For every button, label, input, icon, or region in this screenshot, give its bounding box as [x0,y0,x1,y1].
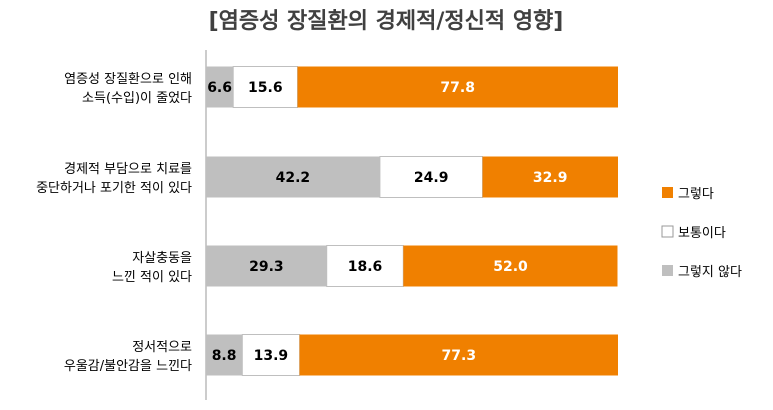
category-label: 자살충동을 느낀 적이 있다 [112,251,192,285]
bar-segment [206,156,380,198]
bar-segment [206,245,327,287]
bar-value-label: 77.8 [440,80,475,96]
bar-segment [241,334,301,376]
bar-value-label: 77.3 [442,348,477,364]
bar-value-label: 15.6 [248,80,283,96]
bar-value-label: 8.8 [212,348,237,364]
bar-segment [299,334,618,376]
bar-value-label: 29.3 [249,259,284,275]
legend-label: 그렇다 [678,187,714,202]
chart-title: [염증성 장질환의 경제적/정신적 영향] [209,9,564,34]
category-label: 염증성 장질환으로 인해 소득(수입)이 줄었다 [64,72,192,106]
bar-value-label: 32.9 [533,170,568,186]
bar-segment [379,156,483,198]
legend-swatch [662,187,673,198]
bar-segment [297,66,618,108]
legend-label: 그렇지 않다 [678,265,742,280]
bar-value-label: 18.6 [348,259,383,275]
bar-value-label: 13.9 [254,348,289,364]
legend-label: 보통이다 [678,226,726,241]
bars-group: 6.6 15.6 77.8 42.2 24.9 32.9 29.3 18.6 52.0 8.8 13… [206,66,618,376]
bar-value-label: 6.6 [207,80,232,96]
bar-value-label: 24.9 [414,170,449,186]
bar-value-label: 42.2 [276,170,311,186]
bar-segment [232,66,298,108]
category-label: 정서적으로 우울감/불안감을 느낀다 [64,340,192,374]
bar-segment [403,245,618,287]
legend-swatch [662,265,673,276]
legend-swatch [661,225,674,238]
bar-segment [326,245,404,287]
bar-segment [206,334,243,376]
bar-segment [206,66,234,108]
bar-segment [482,156,618,198]
category-label: 경제적 부담으로 치료를 중단하거나 포기한 적이 있다 [36,162,192,196]
bar-value-label: 52.0 [493,259,528,275]
